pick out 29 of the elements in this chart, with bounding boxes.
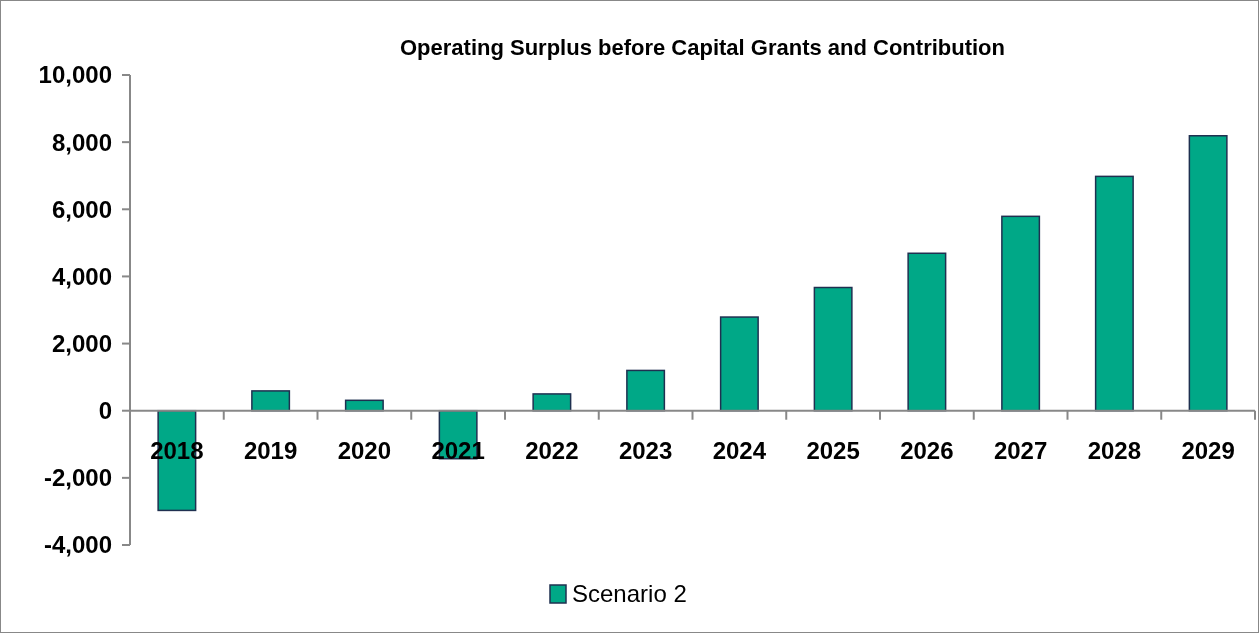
y-tick-label: 6,000 bbox=[51, 195, 112, 223]
bar bbox=[626, 369, 666, 412]
x-tick-label: 2020 bbox=[337, 436, 392, 464]
bar bbox=[1094, 175, 1134, 412]
x-tick-label: 2023 bbox=[618, 436, 673, 464]
bar bbox=[1001, 215, 1041, 412]
x-tick-label: 2025 bbox=[806, 436, 860, 464]
y-tick-label: -2,000 bbox=[43, 464, 112, 492]
x-tick-label: 2026 bbox=[900, 436, 954, 464]
x-tick-label: 2024 bbox=[712, 436, 767, 464]
y-tick-label: -4,000 bbox=[43, 531, 112, 559]
x-tick-label: 2027 bbox=[993, 436, 1048, 464]
bar bbox=[1188, 135, 1228, 412]
y-tick-label: 8,000 bbox=[51, 128, 112, 156]
legend-label: Scenario 2 bbox=[572, 580, 687, 608]
x-tick-label: 2022 bbox=[525, 436, 579, 464]
chart-title: Operating Surplus before Capital Grants and Contribution bbox=[399, 35, 1006, 60]
y-tick-label: 0 bbox=[98, 397, 112, 425]
bar bbox=[719, 316, 759, 412]
y-tick-label: 2,000 bbox=[51, 329, 112, 357]
bar bbox=[813, 286, 853, 412]
x-tick-label: 2029 bbox=[1181, 436, 1235, 464]
x-tick-label: 2019 bbox=[243, 436, 298, 464]
bar bbox=[907, 252, 947, 412]
y-tick-label: 10,000 bbox=[38, 61, 112, 89]
x-tick-label: 2028 bbox=[1087, 436, 1142, 464]
bar bbox=[532, 393, 572, 412]
bar bbox=[251, 390, 291, 412]
y-tick-label: 4,000 bbox=[51, 262, 112, 290]
